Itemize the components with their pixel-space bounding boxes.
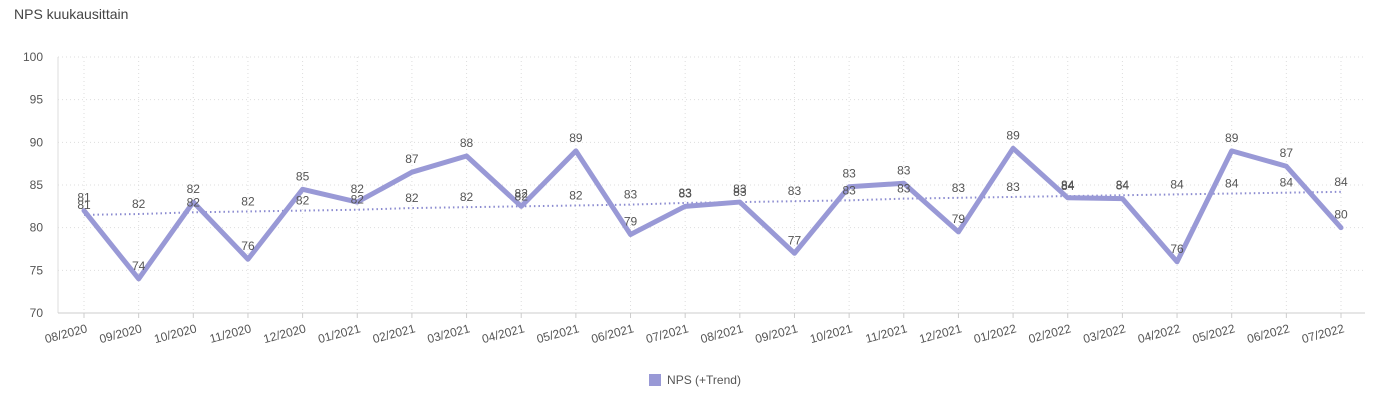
nps-data-label: 85 [296, 169, 310, 183]
x-tick-label: 01/2022 [972, 321, 1018, 346]
nps-data-label: 89 [569, 131, 583, 145]
x-tick-label: 08/2020 [43, 321, 89, 346]
x-tick-label: 10/2021 [808, 321, 854, 346]
nps-data-label: 76 [1170, 242, 1184, 256]
x-tick-label: 01/2021 [317, 321, 363, 346]
nps-data-label: 87 [405, 152, 419, 166]
trend-data-label: 84 [1061, 179, 1075, 193]
nps-data-label: 82 [515, 186, 529, 200]
trend-data-label: 83 [897, 182, 911, 196]
x-tick-label: 04/2021 [480, 321, 526, 346]
nps-data-label: 82 [187, 182, 201, 196]
trend-data-label: 83 [952, 181, 966, 195]
trend-data-label: 82 [405, 191, 419, 205]
y-tick-label: 90 [30, 135, 44, 149]
legend-label: NPS (+Trend) [667, 373, 741, 387]
trend-data-label: 84 [1225, 177, 1239, 191]
nps-data-label: 81 [77, 191, 91, 205]
nps-data-label: 79 [624, 214, 638, 228]
data-labels: 81 82 82 82 82 82 82 82 82 82 83 83 83 83 83 83 83 83 84 84… [77, 128, 1348, 273]
trend-data-label: 83 [788, 184, 802, 198]
nps-data-label: 79 [952, 212, 966, 226]
x-tick-label: 02/2022 [1027, 321, 1073, 346]
trend-data-label: 84 [1170, 177, 1184, 191]
x-tick-label: 08/2021 [699, 321, 745, 346]
x-tick-label: 05/2021 [535, 321, 581, 346]
x-tick-label: 09/2021 [754, 321, 800, 346]
nps-line [81, 145, 1344, 282]
y-tick-label: 100 [23, 50, 43, 64]
y-tick-label: 95 [30, 93, 44, 107]
nps-data-label: 74 [132, 259, 146, 273]
nps-data-label: 84 [1116, 179, 1130, 193]
trend-data-label: 82 [132, 197, 146, 211]
chart-title: NPS kuukausittain [14, 6, 129, 22]
x-tick-label: 11/2021 [864, 321, 909, 346]
nps-data-label: 83 [842, 167, 856, 181]
x-tick-label: 02/2021 [371, 321, 417, 346]
trend-data-label: 83 [733, 185, 747, 199]
trend-data-label: 83 [624, 188, 638, 202]
x-tick-label: 03/2021 [426, 321, 472, 346]
trend-data-label: 83 [1006, 180, 1020, 194]
nps-data-label: 83 [678, 186, 692, 200]
x-tick-label: 10/2020 [153, 321, 199, 346]
x-tick-label: 05/2022 [1191, 321, 1237, 346]
nps-data-label: 87 [1280, 146, 1294, 160]
x-tick-label: 11/2020 [208, 321, 253, 346]
nps-series [81, 145, 1344, 282]
x-tick-label: 12/2020 [262, 321, 308, 346]
nps-data-label: 89 [1225, 131, 1239, 145]
nps-data-label: 76 [241, 239, 255, 253]
trend-data-label: 82 [187, 195, 201, 209]
trend-data-label: 82 [569, 188, 583, 202]
trend-data-label: 83 [842, 183, 856, 197]
legend-swatch [649, 374, 662, 386]
y-tick-label: 70 [30, 306, 44, 320]
x-tick-label: 07/2021 [644, 321, 690, 346]
nps-data-label: 84 [1061, 178, 1075, 192]
nps-data-label: 83 [733, 182, 747, 196]
trend-data-label: 84 [1116, 178, 1130, 192]
x-axis: 08/2020 09/2020 10/2020 11/2020 12/2020 01/20… [43, 321, 1346, 346]
nps-data-label: 89 [1006, 128, 1020, 142]
y-tick-label: 75 [30, 263, 44, 277]
trend-data-label: 81 [77, 198, 91, 212]
legend[interactable]: NPS (+Trend) [0, 373, 1390, 387]
x-tick-label: 06/2021 [590, 321, 636, 346]
x-tick-label: 04/2022 [1136, 321, 1182, 346]
x-tick-label: 03/2022 [1082, 321, 1128, 346]
trend-data-label: 84 [1280, 176, 1294, 190]
x-tick-label: 09/2020 [98, 321, 144, 346]
nps-data-label: 80 [1334, 208, 1348, 222]
nps-data-label: 88 [460, 136, 474, 150]
trend-data-label: 82 [241, 194, 255, 208]
x-tick-label: 07/2022 [1300, 321, 1346, 346]
trend-data-label: 82 [296, 194, 310, 208]
x-tick-label: 06/2022 [1246, 321, 1292, 346]
nps-data-label: 77 [788, 233, 802, 247]
trend-data-label: 83 [678, 186, 692, 200]
grid [57, 56, 1365, 318]
trend-data-label: 82 [460, 190, 474, 204]
trend-data-label: 82 [515, 189, 529, 203]
nps-data-label: 82 [351, 182, 365, 196]
y-axis: 70 75 80 85 90 95 100 [23, 50, 43, 320]
nps-data-label: 83 [897, 163, 911, 177]
y-tick-label: 80 [30, 221, 44, 235]
trend-data-label: 84 [1334, 175, 1348, 189]
x-tick-label: 12/2021 [918, 321, 964, 346]
y-tick-label: 85 [30, 178, 44, 192]
trend-data-label: 82 [351, 193, 365, 207]
